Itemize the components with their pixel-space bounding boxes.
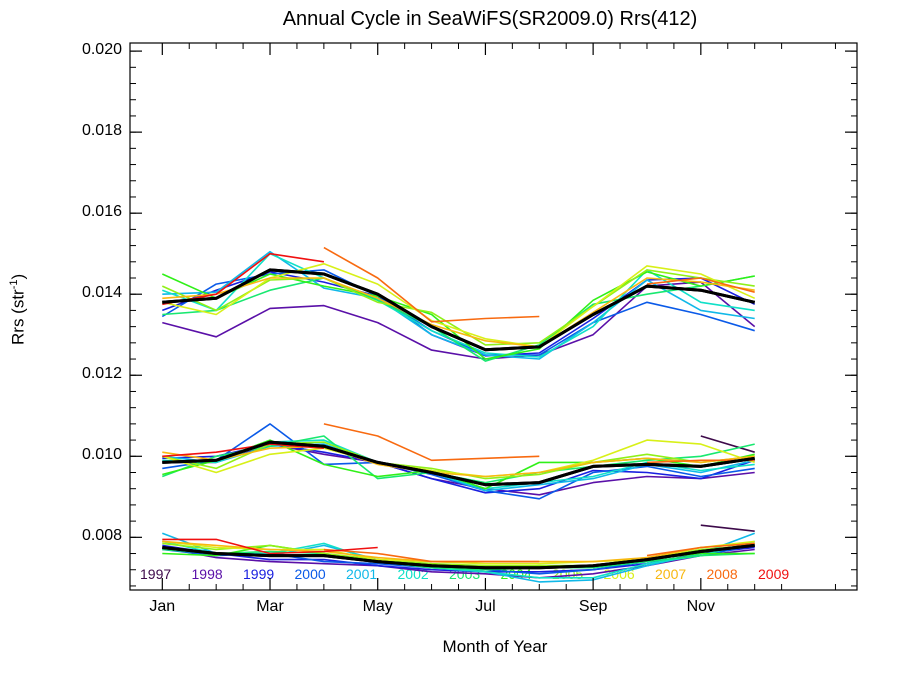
legend-year-2009: 2009: [758, 566, 790, 582]
series-1997-middle-line: [700, 435, 755, 453]
chart-title: Annual Cycle in SeaWiFS(SR2009.0) Rrs(41…: [282, 8, 698, 30]
series-2003-upper-line: [162, 275, 755, 362]
plot-frame: [129, 42, 858, 591]
series-2002-upper-line: [162, 252, 755, 358]
y-tick-label: 0.010: [81, 446, 122, 464]
series-2009-lower-line: [162, 538, 378, 555]
x-tick-label: Sep: [578, 598, 608, 615]
y-tick-label: 0.018: [81, 122, 122, 140]
series-2006-middle-line: [162, 439, 755, 478]
series-2007-upper-line: [162, 277, 755, 348]
x-tick-label: Nov: [686, 598, 716, 615]
legend-year-1998: 1998: [191, 566, 223, 582]
y-tick-label: 0.020: [81, 41, 122, 59]
legend-year-1997: 1997: [140, 566, 172, 582]
series-2008-lower-line: [323, 548, 540, 563]
legend-year-2001: 2001: [346, 566, 378, 582]
legend-year-2007: 2007: [655, 566, 687, 582]
y-tick-label: 0.016: [81, 203, 122, 221]
series-2001-upper-line: [162, 250, 755, 360]
series-2000-middle-line: [162, 423, 755, 500]
series-2008-upper-line: [646, 277, 755, 293]
legend-year-1999: 1999: [243, 566, 275, 582]
y-tick-label: 0.008: [81, 527, 122, 545]
legend-year-2004: 2004: [500, 566, 532, 582]
mean-middle-line-top: [162, 440, 755, 487]
series-2008-lower-line: [646, 542, 755, 557]
mean-lower-line-top: [162, 543, 755, 570]
series-1997-lower-line: [700, 524, 755, 532]
y-tick-label: 0.014: [81, 284, 122, 302]
legend-year-2008: 2008: [706, 566, 738, 582]
x-tick-label: Jan: [149, 598, 176, 615]
series-2002-lower-line: [162, 540, 755, 579]
y-tick-label: 0.012: [81, 365, 122, 383]
series-2008-middle-line: [323, 423, 540, 462]
series-2006-upper-line: [162, 262, 756, 348]
x-tick-label: Mar: [256, 598, 284, 615]
series-2005-upper-line: [161, 269, 755, 346]
legend-year-2006: 2006: [603, 566, 635, 582]
series-2008-upper-line: [323, 246, 540, 323]
x-axis-label: Month of Year: [442, 637, 548, 656]
x-tick-label: May: [362, 598, 393, 615]
series-2007-middle-line: [162, 445, 755, 478]
mean-upper-line-top: [162, 268, 756, 352]
x-tick-label: Jul: [475, 598, 496, 615]
legend-year-2000: 2000: [294, 566, 326, 582]
series-2009-middle-line: [162, 443, 324, 458]
